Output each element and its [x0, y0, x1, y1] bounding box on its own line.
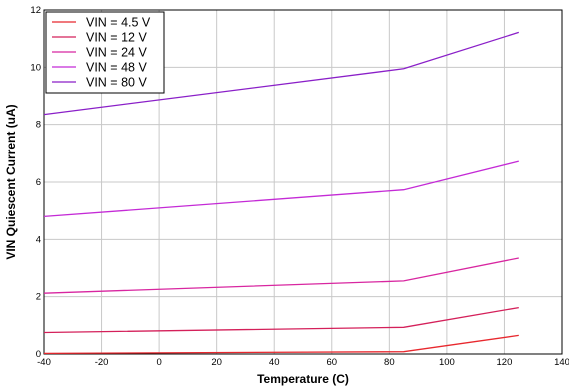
x-tick-label: 40: [269, 357, 280, 368]
y-tick-label: 6: [36, 177, 41, 188]
x-axis-title: Temperature (C): [257, 372, 349, 386]
y-tick-label: 12: [30, 5, 41, 16]
y-axis-title: VIN Quiescent Current (uA): [4, 104, 18, 259]
x-tick-label: -20: [95, 357, 109, 368]
legend-entry: VIN = 80 V: [86, 76, 147, 90]
x-tick-label: 80: [384, 357, 395, 368]
series-line-2: [43, 306, 519, 334]
y-tick-label: 2: [36, 292, 41, 303]
y-tick-label: 8: [36, 120, 41, 131]
x-tick-label: 140: [554, 357, 569, 368]
x-axis-ticks: -40 -20 0 20 40 60 80 100 120 140: [37, 357, 569, 368]
series-line-5: [43, 31, 519, 116]
series-line-3: [43, 257, 519, 294]
y-tick-label: 10: [30, 62, 41, 73]
series-lines: [43, 31, 519, 355]
y-tick-label: 0: [36, 349, 41, 360]
x-tick-label: -40: [37, 357, 51, 368]
x-tick-label: 20: [211, 357, 222, 368]
y-tick-label: 4: [36, 234, 41, 245]
plot-frame: [43, 9, 563, 355]
legend-entry: VIN = 12 V: [86, 31, 147, 45]
x-tick-label: 100: [439, 357, 455, 368]
x-tick-label: 120: [497, 357, 513, 368]
x-tick-label: 0: [156, 357, 161, 368]
legend-entry: VIN = 48 V: [86, 61, 147, 75]
series-line-1: [43, 334, 519, 355]
legend-entry: VIN = 4.5 V: [86, 16, 151, 30]
y-axis-ticks: 0 2 4 6 8 10 12: [30, 5, 41, 360]
legend-entry: VIN = 24 V: [86, 46, 147, 60]
series-line-4: [43, 160, 519, 218]
x-tick-label: 60: [326, 357, 337, 368]
